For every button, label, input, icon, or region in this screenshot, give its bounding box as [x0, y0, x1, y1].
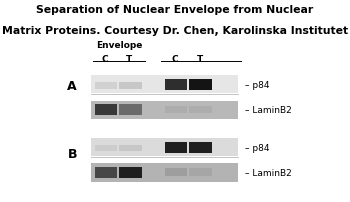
Bar [94, 145, 117, 151]
Bar [91, 138, 238, 157]
Bar [91, 164, 238, 182]
Bar [94, 105, 117, 116]
Text: T: T [126, 55, 133, 63]
Bar [164, 79, 187, 90]
Bar [91, 76, 238, 94]
Text: – p84: – p84 [245, 143, 270, 152]
Text: B: B [68, 147, 77, 161]
Bar [119, 82, 142, 89]
Text: C: C [172, 55, 178, 63]
Bar [94, 167, 117, 178]
Text: A: A [67, 80, 77, 93]
Bar [164, 107, 187, 114]
Text: – LaminB2: – LaminB2 [245, 168, 292, 177]
Text: – LaminB2: – LaminB2 [245, 106, 292, 115]
Text: T: T [196, 55, 203, 63]
Text: Separation of Nuclear Envelope from Nuclear: Separation of Nuclear Envelope from Nucl… [36, 5, 314, 15]
Bar [164, 142, 187, 153]
Bar [189, 168, 212, 176]
Bar [164, 168, 187, 176]
Bar [119, 105, 142, 116]
Bar [189, 142, 212, 153]
Bar [119, 145, 142, 151]
Bar [119, 167, 142, 178]
Bar [189, 79, 212, 90]
Text: Matrix Proteins. Courtesy Dr. Chen, Karolinska Institutet: Matrix Proteins. Courtesy Dr. Chen, Karo… [2, 26, 348, 36]
Text: C: C [102, 55, 108, 63]
Bar [189, 107, 212, 114]
Bar [91, 101, 238, 119]
Text: Envelope: Envelope [96, 40, 142, 49]
Text: – p84: – p84 [245, 80, 270, 89]
Bar [94, 82, 117, 89]
